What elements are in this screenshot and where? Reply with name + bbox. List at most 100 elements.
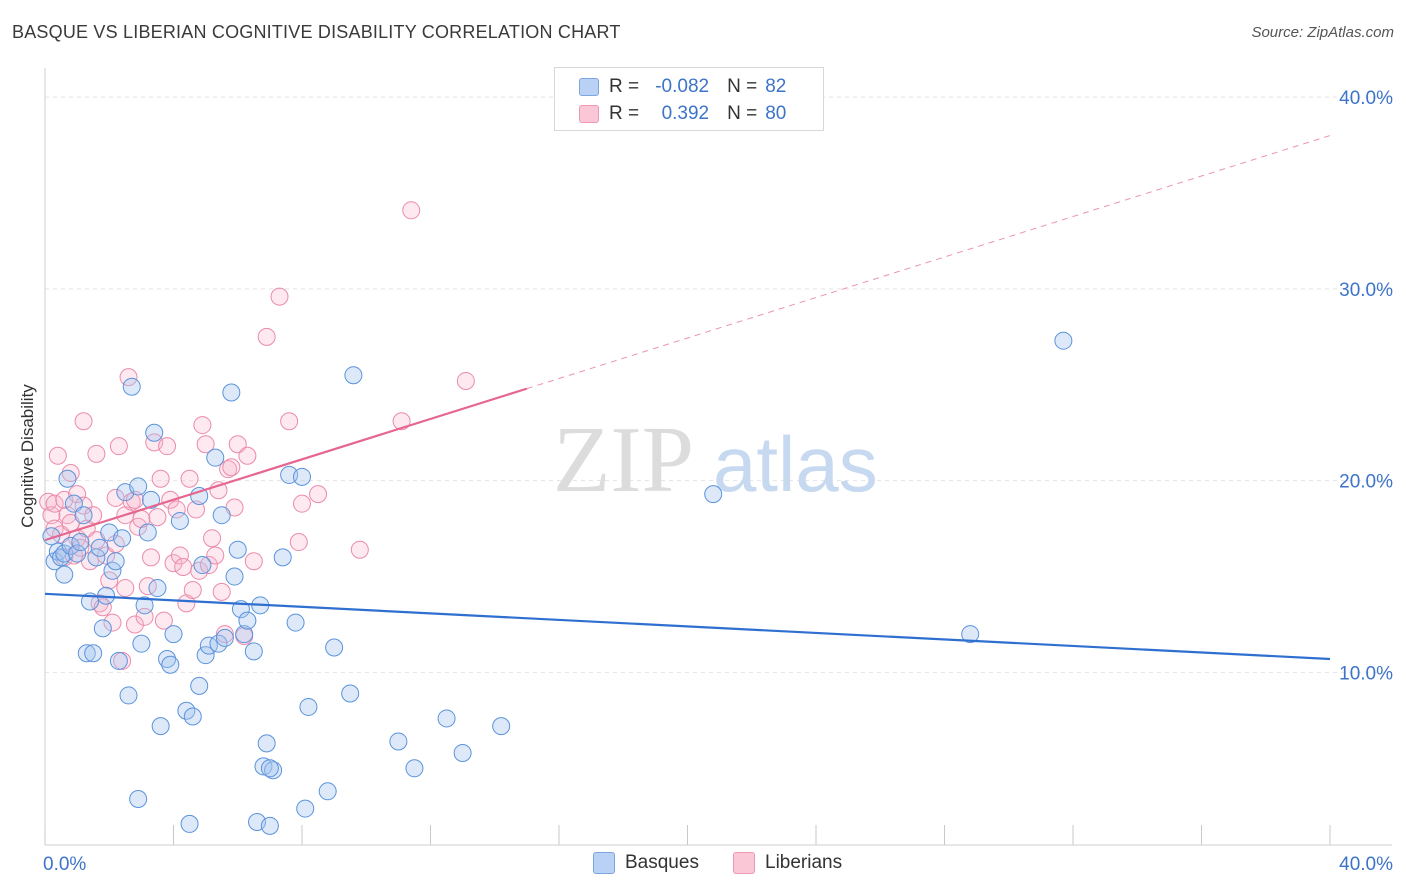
grid-lines [45,96,1392,673]
liberian-point [148,508,167,527]
x-tick-label-min: 0.0% [43,854,86,875]
liberian-point [183,580,202,599]
liberian-point [158,437,177,456]
liberian-point [180,469,199,488]
liberian-point [48,446,67,465]
legend-item-basques[interactable]: Basques [593,852,699,874]
liberian-point [61,464,80,483]
basque-point [64,494,83,513]
axes [44,68,1392,846]
basque-point [190,487,209,506]
basque-point [55,565,74,584]
basque-point [405,759,424,778]
basque-point [151,717,170,736]
liberian-point [122,492,141,511]
liberian-point [456,371,475,390]
liberian-point [293,494,311,513]
liberians-trend-extension [526,135,1331,390]
basque-point [238,611,257,630]
basque-point [71,533,90,552]
liberian-point [45,494,64,513]
y-tick-label: 20.0% [1339,472,1393,493]
tick-labels: 10.0% 20.0% 30.0% 40.0% 0.0% 40.0% [43,88,1393,875]
basque-point [196,646,215,665]
liberian-point [309,485,328,504]
basque-point [135,596,154,615]
basque-point [260,816,279,835]
basque-point [164,625,183,644]
basque-point [492,717,511,736]
basque-point [260,759,279,778]
basque-point [132,634,151,653]
liberian-point [228,435,247,454]
source-label: Source: ZipAtlas.com [1251,24,1394,41]
basque-point [161,655,180,674]
basque-point [183,707,202,726]
basque-point [961,625,980,644]
liberian-point [103,613,122,632]
basque-point [437,709,456,728]
basque-point [299,697,318,716]
basque-point [109,651,128,670]
liberian-point [100,571,119,590]
liberian-point [257,327,276,346]
basque-point [254,757,273,776]
basque-point [103,561,122,580]
chart-title: BASQUE VS LIBERIAN COGNITIVE DISABILITY … [12,22,621,42]
liberian-point [154,611,173,630]
watermark: ZIP atlas [553,408,878,512]
watermark-zip: ZIP [553,408,694,512]
basque-point [180,814,199,833]
liberian-point [350,540,369,559]
liberian-point [238,446,257,465]
y-tick-label: 40.0% [1339,88,1393,109]
basque-point [129,789,148,808]
basques-swatch [579,78,599,96]
legend-liberians-label: Liberians [765,852,843,873]
basques-r-label: R = [609,76,640,97]
basque-point [93,619,112,638]
watermark-atlas: atlas [713,420,878,508]
liberians-swatch [579,105,599,123]
x-tick-label-max: 40.0% [1339,854,1393,875]
basque-point [206,448,225,467]
basque-point [257,734,276,753]
liberian-point [42,506,61,525]
y-axis-label: Cognitive Disability [18,384,37,528]
basque-point [106,552,125,571]
basque-point [389,732,408,751]
basque-point [293,467,311,486]
legend-item-liberians[interactable]: Liberians [733,852,842,874]
liberian-point [164,554,183,573]
liberian-point [280,412,299,431]
basque-point [193,556,212,575]
liberian-point [39,492,58,511]
basques-n-label: N = [727,76,758,97]
basque-point [68,544,87,563]
liberian-point [392,412,411,431]
basques-points [42,331,1073,835]
liberian-point [151,469,170,488]
basque-point [87,548,106,567]
y-tick-label: 10.0% [1339,663,1393,684]
basque-point [158,650,177,669]
liberian-point [219,460,238,479]
liberian-point [203,529,222,548]
basque-point [296,799,315,818]
basque-point [113,529,132,548]
liberian-point [74,412,93,431]
liberian-point [167,500,186,519]
basque-point [1054,331,1073,350]
basque-point [77,644,96,663]
basque-point [84,644,103,663]
basque-point [212,506,231,525]
basque-point [453,743,472,762]
basque-point [273,548,292,567]
liberian-point [289,533,308,552]
liberian-point [402,201,421,220]
liberians-trend-line [44,387,528,542]
basque-point [61,536,80,555]
y-tick-label: 30.0% [1339,280,1393,301]
basque-point [122,377,141,396]
